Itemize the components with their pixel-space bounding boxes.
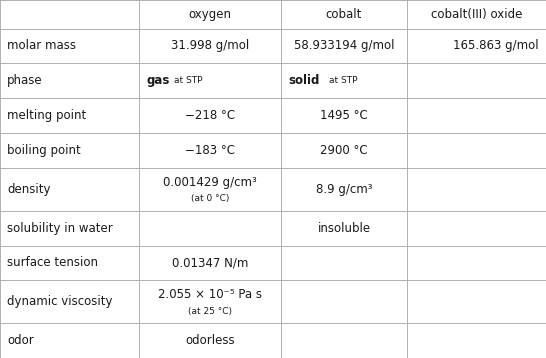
Text: solubility in water: solubility in water [7, 222, 113, 234]
Text: 0.001429 g/cm³: 0.001429 g/cm³ [163, 175, 257, 189]
Text: 1495 °C: 1495 °C [320, 109, 368, 122]
Text: phase: phase [7, 74, 43, 87]
Text: oxygen: oxygen [189, 8, 232, 21]
Text: 58.933194 g/mol: 58.933194 g/mol [294, 39, 394, 52]
Text: 0.01347 N/m: 0.01347 N/m [172, 256, 248, 270]
Text: cobalt(III) oxide: cobalt(III) oxide [431, 8, 522, 21]
Text: insoluble: insoluble [317, 222, 371, 234]
Text: density: density [7, 183, 51, 196]
Text: (at 0 °C): (at 0 °C) [191, 194, 229, 203]
Text: at STP: at STP [174, 76, 203, 85]
Text: −218 °C: −218 °C [185, 109, 235, 122]
Text: 2900 °C: 2900 °C [320, 144, 368, 157]
Text: molar mass: molar mass [7, 39, 76, 52]
Text: surface tension: surface tension [7, 256, 98, 270]
Text: boiling point: boiling point [7, 144, 81, 157]
Text: 31.998 g/mol: 31.998 g/mol [171, 39, 250, 52]
Text: 2.055 × 10⁻⁵ Pa s: 2.055 × 10⁻⁵ Pa s [158, 288, 262, 301]
Text: dynamic viscosity: dynamic viscosity [7, 295, 112, 308]
Text: cobalt: cobalt [326, 8, 362, 21]
Text: melting point: melting point [7, 109, 86, 122]
Text: (at 25 °C): (at 25 °C) [188, 307, 232, 316]
Text: gas: gas [146, 74, 170, 87]
Text: odorless: odorless [186, 334, 235, 347]
Text: 165.863 g/mol: 165.863 g/mol [453, 39, 539, 52]
Text: solid: solid [288, 74, 319, 87]
Text: −183 °C: −183 °C [185, 144, 235, 157]
Text: odor: odor [7, 334, 34, 347]
Text: 8.9 g/cm³: 8.9 g/cm³ [316, 183, 372, 196]
Text: at STP: at STP [329, 76, 358, 85]
